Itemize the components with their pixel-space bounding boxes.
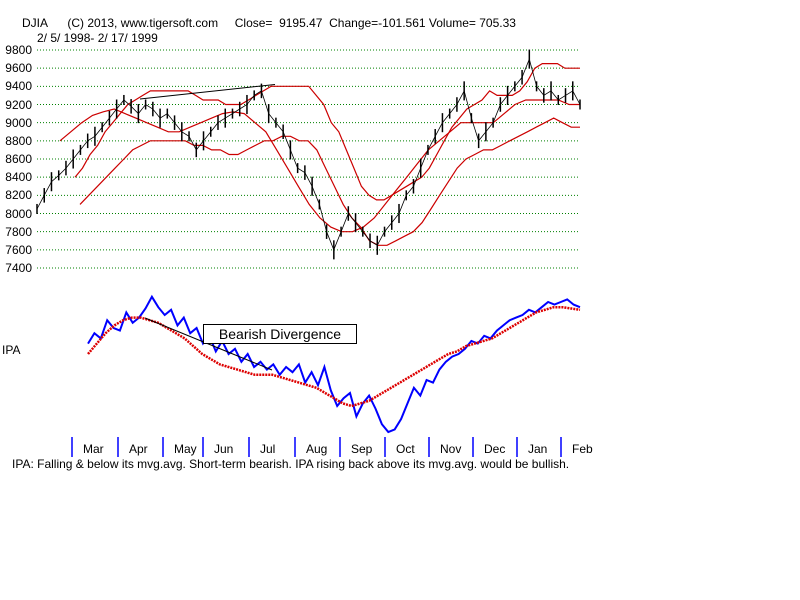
lower-band-line (79, 117, 580, 246)
month-label-jan: Jan (528, 442, 548, 456)
ipa-divergence-trendline (144, 317, 273, 371)
month-label-jun: Jun (214, 442, 234, 456)
y-tick-9600: 9600 (5, 61, 32, 76)
y-tick-9800: 9800 (5, 43, 32, 57)
month-label-apr: Apr (129, 442, 148, 456)
chart-header-line2: 2/ 5/ 1998- 2/ 17/ 1999 (37, 31, 158, 45)
y-tick-8600: 8600 (5, 152, 32, 166)
chart-header-line1: DJIA (C) 2013, www.tigersoft.com Close= … (22, 16, 516, 30)
y-tick-8400: 8400 (5, 170, 32, 185)
price-trendline (139, 84, 276, 100)
y-tick-9000: 9000 (5, 115, 32, 130)
month-label-nov: Nov (440, 442, 462, 456)
month-label-sep: Sep (351, 442, 373, 456)
ipa-label: IPA (2, 343, 21, 357)
y-tick-7400: 7400 (5, 261, 32, 275)
ipa-moving-average (87, 305, 581, 408)
grid-lines (37, 49, 580, 269)
month-ticks (71, 437, 562, 457)
month-label-feb: Feb (572, 442, 593, 456)
bearish-divergence-annotation: Bearish Divergence (203, 324, 357, 344)
y-tick-8200: 8200 (5, 188, 32, 203)
month-label-oct: Oct (396, 442, 415, 456)
upper-band-line (74, 62, 580, 201)
month-label-aug: Aug (306, 442, 328, 456)
price-bars (36, 49, 581, 260)
ipa-line (87, 294, 581, 434)
month-label-jul: Jul (260, 442, 276, 456)
y-tick-8000: 8000 (5, 206, 32, 221)
y-tick-7800: 7800 (5, 224, 32, 239)
y-tick-7600: 7600 (5, 242, 32, 257)
month-label-dec: Dec (484, 442, 506, 456)
price-close-line (36, 57, 581, 251)
y-tick-8800: 8800 (5, 133, 32, 148)
month-label-mar: Mar (83, 442, 104, 456)
y-tick-9200: 9200 (5, 97, 32, 112)
footer-note: IPA: Falling & below its mvg.avg. Short-… (12, 457, 570, 471)
ipa-lines (87, 294, 581, 434)
month-label-may: May (174, 442, 197, 456)
y-tick-9400: 9400 (5, 79, 32, 94)
bollinger-bands (59, 62, 580, 246)
